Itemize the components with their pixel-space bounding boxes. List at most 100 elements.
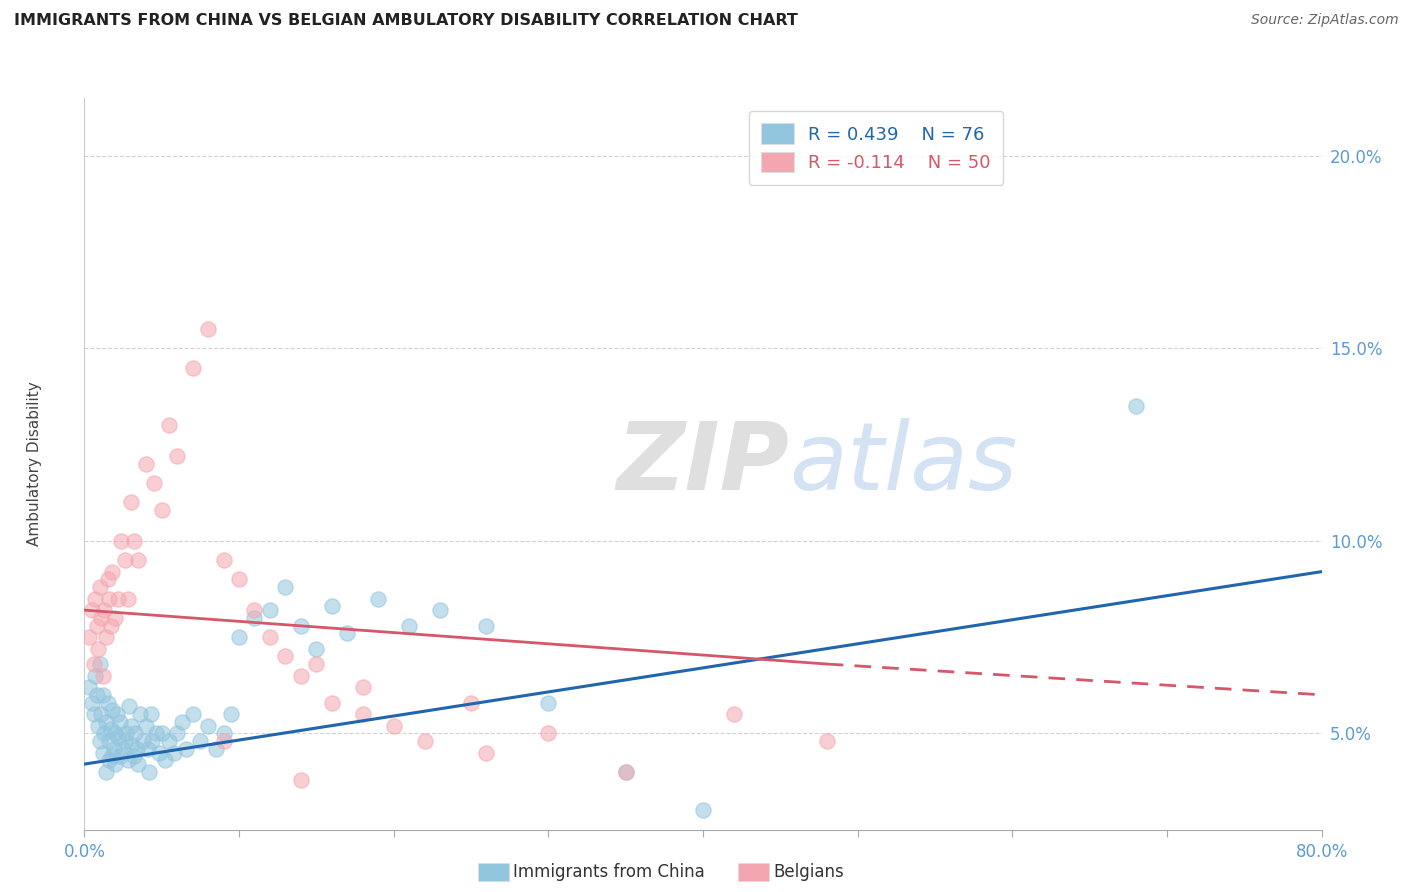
Point — [153, 753, 176, 767]
Point — [97, 696, 120, 710]
Point — [84, 668, 107, 682]
Point — [352, 707, 374, 722]
Point — [107, 591, 129, 606]
Point — [125, 741, 148, 756]
Point — [159, 734, 181, 748]
Point — [128, 757, 150, 772]
Point — [181, 360, 204, 375]
Point — [77, 630, 100, 644]
Text: Belgians: Belgians — [773, 863, 844, 881]
Point — [108, 714, 131, 729]
Text: ZIP: ZIP — [617, 417, 790, 510]
Point — [150, 503, 173, 517]
Point — [87, 641, 110, 656]
Point — [148, 746, 170, 760]
Point — [86, 688, 108, 702]
Point — [274, 649, 297, 664]
Point — [614, 764, 637, 779]
Text: IMMIGRANTS FROM CHINA VS BELGIAN AMBULATORY DISABILITY CORRELATION CHART: IMMIGRANTS FROM CHINA VS BELGIAN AMBULAT… — [14, 13, 799, 29]
Point — [135, 457, 157, 471]
Point — [100, 723, 122, 737]
Point — [98, 734, 121, 748]
Point — [108, 749, 131, 764]
Point — [336, 626, 359, 640]
Text: atlas: atlas — [790, 418, 1018, 509]
Point — [86, 618, 108, 632]
Point — [129, 707, 152, 722]
Point — [138, 764, 160, 779]
Point — [170, 714, 193, 729]
Point — [90, 707, 112, 722]
Point — [1125, 399, 1147, 413]
Point — [723, 707, 745, 722]
Point — [89, 734, 111, 748]
Point — [305, 641, 328, 656]
Point — [321, 696, 343, 710]
Point — [82, 603, 104, 617]
Point — [212, 734, 235, 748]
Point — [114, 734, 136, 748]
Point — [121, 738, 143, 752]
Point — [692, 803, 714, 817]
Point — [93, 603, 115, 617]
Point — [166, 726, 188, 740]
Point — [117, 753, 139, 767]
Point — [145, 726, 167, 740]
Point — [89, 657, 111, 671]
Point — [115, 726, 138, 740]
Point — [321, 599, 343, 614]
Point — [117, 591, 139, 606]
Point — [159, 418, 181, 433]
Point — [274, 580, 297, 594]
Point — [614, 764, 637, 779]
Point — [290, 668, 312, 682]
Point — [537, 696, 560, 710]
Point — [228, 572, 250, 586]
Point — [122, 749, 145, 764]
Point — [107, 730, 129, 744]
Point — [91, 746, 114, 760]
Point — [352, 680, 374, 694]
Point — [243, 603, 266, 617]
Point — [94, 764, 117, 779]
Point — [259, 603, 281, 617]
Point — [188, 734, 212, 748]
Point — [205, 741, 228, 756]
Point — [135, 718, 157, 732]
Point — [537, 726, 560, 740]
Point — [259, 630, 281, 644]
Point — [290, 618, 312, 632]
Point — [176, 741, 198, 756]
Text: Immigrants from China: Immigrants from China — [513, 863, 704, 881]
Point — [460, 696, 482, 710]
Point — [114, 553, 136, 567]
Point — [91, 668, 114, 682]
Point — [128, 553, 150, 567]
Point — [105, 707, 128, 722]
Point — [398, 618, 420, 632]
Point — [77, 680, 100, 694]
Point — [124, 726, 146, 740]
Point — [101, 703, 124, 717]
Point — [150, 726, 173, 740]
Point — [120, 718, 142, 732]
Point — [112, 741, 135, 756]
Point — [228, 630, 250, 644]
Point — [132, 734, 155, 748]
Point — [212, 553, 235, 567]
Point — [141, 734, 163, 748]
Point — [163, 746, 186, 760]
Point — [104, 611, 127, 625]
Point — [122, 533, 145, 548]
Point — [243, 611, 266, 625]
Point — [84, 591, 107, 606]
Point — [136, 741, 159, 756]
Text: Ambulatory Disability: Ambulatory Disability — [27, 382, 42, 546]
Point — [118, 699, 141, 714]
Point — [98, 753, 121, 767]
Point — [413, 734, 436, 748]
Point — [104, 757, 127, 772]
Point — [120, 495, 142, 509]
Point — [94, 630, 117, 644]
Point — [100, 618, 122, 632]
